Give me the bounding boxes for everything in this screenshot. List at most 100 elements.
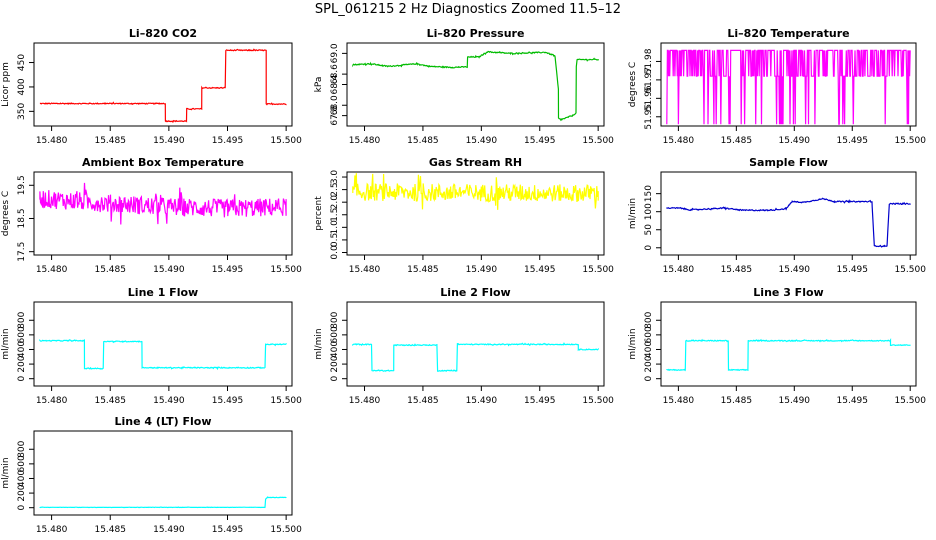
x-tick-label: 15.480 [663,265,695,275]
x-tick-label: 15.495 [837,265,869,275]
y-tick-label: 400 [17,78,27,95]
plot-panel-5: Gas Stream RH percent 15.480 15.485 15.490 15… [314,156,614,275]
plot-panel-6: Sample Flow ml/min 15.480 15.485 15.490 15.49… [628,156,926,275]
x-tick-label: 15.480 [36,136,68,146]
x-tick-label: 15.495 [212,525,244,535]
x-tick-label: 15.495 [212,265,244,275]
y-tick-label: 400 [17,470,27,487]
y-tick-label: 67.8 [330,105,340,125]
plot-frame [660,171,917,256]
y-tick-label: 200 [17,355,27,372]
x-tick-label: 15.480 [663,136,695,146]
y-tick-label: 400 [17,341,27,358]
y-tick-label: 0.0 [330,245,340,260]
y-tick-label: 68.6 [330,64,340,84]
x-tick-label: 15.495 [837,396,869,406]
x-tick-label: 15.485 [94,265,126,275]
y-tick-label: 18.5 [17,208,27,228]
y-axis-label: degrees C [1,191,11,236]
x-tick-label: 15.500 [894,136,926,146]
y-tick-label: 68.4 [330,74,340,94]
data-series-line [666,338,911,372]
y-tick-label: 0 [17,505,27,511]
y-tick-label: 51.96 [644,85,654,111]
x-tick-label: 15.485 [407,265,439,275]
plot-frame [346,42,605,127]
data-series-line [352,173,599,210]
x-tick-label: 15.480 [36,265,68,275]
y-tick-label: 2.0 [330,195,340,210]
plot-frame [33,430,293,516]
data-series-line [39,338,287,371]
plot-title: Line 3 Flow [753,286,823,299]
y-tick-label: 3.0 [330,170,340,185]
x-tick-label: 15.480 [663,396,695,406]
y-tick-label: 400 [644,341,654,358]
y-tick-label: 600 [330,326,340,343]
y-tick-label: 100 [644,203,654,220]
x-tick-label: 15.480 [36,396,68,406]
y-tick-label: 600 [17,455,27,472]
x-tick-label: 15.490 [779,136,811,146]
x-tick-label: 15.485 [407,396,439,406]
plot-panel-2: Li–820 Pressure kPa 15.480 15.485 15.490 15.4… [314,27,614,146]
y-axis-label: ml/min [628,198,638,229]
y-tick-label: 200 [330,355,340,372]
y-axis-label: ml/min [1,457,11,488]
x-tick-label: 15.500 [270,525,302,535]
x-tick-label: 15.500 [894,265,926,275]
plot-title: Sample Flow [749,156,828,169]
data-series-line [666,197,911,248]
y-tick-label: 1.0 [330,220,340,235]
x-tick-label: 15.495 [837,136,869,146]
x-tick-label: 15.490 [779,265,811,275]
x-tick-label: 15.490 [153,136,185,146]
y-axis-label: kPa [314,77,324,93]
x-tick-label: 15.490 [466,396,498,406]
x-tick-label: 15.490 [153,525,185,535]
x-tick-label: 15.500 [582,396,614,406]
x-tick-label: 15.490 [779,396,811,406]
x-tick-label: 15.500 [582,136,614,146]
y-tick-label: 800 [644,311,654,328]
x-tick-label: 15.480 [349,265,381,275]
plot-title: Line 2 Flow [440,286,510,299]
data-series-line [352,342,599,372]
y-axis-label: ml/min [314,328,324,359]
y-axis-label: degrees C [628,62,638,107]
plot-panel-1: Li–820 CO2 Licor ppm 15.480 15.485 15.490 15.… [1,27,302,146]
y-tick-label: 450 [17,54,27,71]
x-tick-label: 15.490 [153,265,185,275]
y-tick-label: 51.95 [644,104,654,130]
x-tick-label: 15.495 [524,136,556,146]
y-axis-label: percent [314,196,324,231]
y-tick-label: 0.5 [330,233,340,247]
plot-title: Li–820 Temperature [727,27,849,40]
plot-title: Gas Stream RH [429,156,522,169]
x-tick-label: 15.495 [524,265,556,275]
plot-frame [33,42,293,127]
y-tick-label: 68.0 [330,95,340,115]
y-tick-label: 800 [17,311,27,328]
y-tick-label: 19.5 [17,175,27,195]
x-tick-label: 15.480 [349,136,381,146]
x-tick-label: 15.490 [153,396,185,406]
x-tick-label: 15.500 [582,265,614,275]
y-tick-label: 2.5 [330,182,340,196]
plot-title: Li–820 CO2 [129,27,197,40]
x-tick-label: 15.485 [721,265,753,275]
y-tick-label: 200 [644,355,654,372]
plot-frame [33,301,293,387]
x-tick-label: 15.495 [524,396,556,406]
y-tick-label: 800 [330,311,340,328]
y-tick-label: 800 [17,440,27,457]
y-tick-label: 50 [644,224,654,236]
plot-title: Line 1 Flow [128,286,198,299]
plot-frame [346,171,605,256]
x-tick-label: 15.485 [94,396,126,406]
x-tick-label: 15.485 [407,136,439,146]
plot-panel-3: Li–820 Temperature degrees C 15.480 15.485 1… [628,27,926,146]
y-tick-label: 600 [17,326,27,343]
data-series-line [39,48,287,124]
